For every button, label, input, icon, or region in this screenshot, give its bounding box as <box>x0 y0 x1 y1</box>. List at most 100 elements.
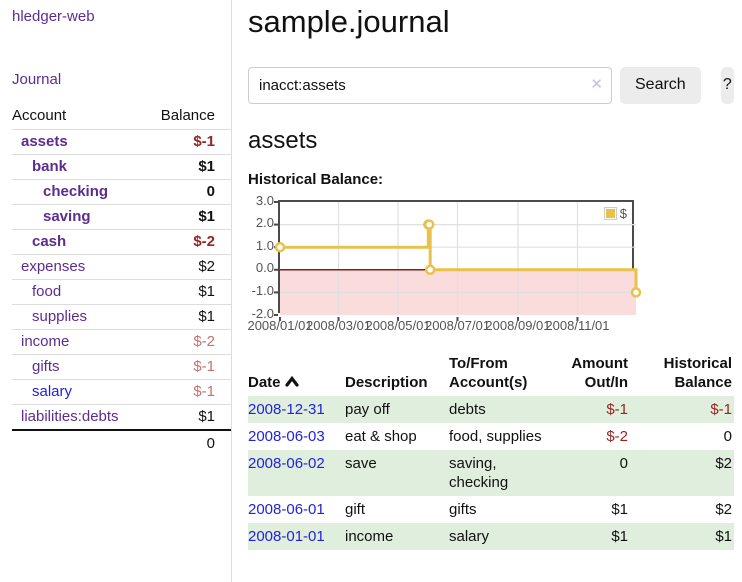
register-balance-cell: $2 <box>715 454 732 472</box>
account-balance: $2 <box>198 258 215 275</box>
account-link-bank[interactable]: bank <box>32 158 68 175</box>
account-row: cash $-2 <box>12 229 231 254</box>
account-row: expenses $2 <box>12 254 231 279</box>
account-heading: assets <box>248 126 318 154</box>
search-button[interactable]: Search <box>620 66 701 104</box>
account-link-supplies[interactable]: supplies <box>32 308 88 325</box>
y-axis-tick-label: -2.0 <box>251 305 274 321</box>
transaction-date-link[interactable]: 2008-06-01 <box>248 500 325 518</box>
brand-link[interactable]: hledger-web <box>12 8 95 25</box>
register-accounts-cell: debts <box>449 400 486 418</box>
register-header-label: To/From Account(s) <box>449 354 528 391</box>
register-balance-cell: $2 <box>715 500 732 518</box>
transaction-date-link[interactable]: 2008-06-03 <box>248 427 325 445</box>
page-title: sample.journal <box>248 4 450 39</box>
account-balance: $1 <box>198 308 215 325</box>
data-point-marker <box>630 286 642 298</box>
account-balance: $-2 <box>193 333 215 350</box>
register-table: Date Description To/From Account(s) Amount … <box>248 352 734 550</box>
data-point-marker <box>423 218 435 230</box>
account-balance: $1 <box>198 158 215 175</box>
account-balance: $-2 <box>193 233 215 250</box>
account-link-liabilities-debts[interactable]: liabilities:debts <box>21 408 119 425</box>
account-row: income $-2 <box>12 329 231 354</box>
legend-swatch-icon <box>603 206 617 220</box>
register-row: 2008-06-02 save saving, checking 0 $2 <box>248 449 734 496</box>
register-accounts-cell: salary <box>449 527 490 545</box>
register-description-cell: pay off <box>345 400 390 418</box>
register-header-4: Historical Balance <box>636 352 734 396</box>
x-axis-tick-label: 2008/03/01 <box>305 317 372 333</box>
account-row: salary $-1 <box>12 379 231 404</box>
account-link-gifts[interactable]: gifts <box>32 358 60 375</box>
register-description-cell: save <box>345 454 377 472</box>
register-header-label: Description <box>345 373 428 391</box>
x-axis-tick-label: 2008/09/01 <box>485 317 551 333</box>
data-point-marker <box>274 241 286 253</box>
register-amount-cell: $1 <box>611 527 628 545</box>
account-link-checking[interactable]: checking <box>43 183 109 200</box>
register-header-0[interactable]: Date <box>248 352 345 396</box>
register-row: 2008-06-03 eat & shop food, supplies $-2 0 <box>248 423 734 450</box>
transaction-date-link[interactable]: 2008-01-01 <box>248 527 325 545</box>
y-axis-tick-label: 0.0 <box>255 260 274 276</box>
register-header-label: Amount Out/In <box>571 354 628 391</box>
x-axis-tick-label: 2008/07/01 <box>424 317 491 333</box>
register-description-cell: gift <box>345 500 366 518</box>
account-balance: $-1 <box>193 383 215 400</box>
account-row: saving $1 <box>12 204 231 229</box>
register-date-cell: 2008-12-31 <box>248 396 345 423</box>
register-amount-cell: $1 <box>611 500 628 518</box>
account-link-salary[interactable]: salary <box>32 383 73 400</box>
account-link-food[interactable]: food <box>32 283 62 300</box>
account-row: food $1 <box>12 279 231 304</box>
register-balance-cell: $-1 <box>710 400 732 418</box>
register-amount-cell: 0 <box>619 454 628 472</box>
register-header-3: Amount Out/In <box>554 352 636 396</box>
account-balance-table: Account Balance assets $-1 bank $1 checking 0… <box>12 104 231 455</box>
account-link-cash[interactable]: cash <box>32 233 67 250</box>
account-row: liabilities:debts $1 <box>12 404 231 429</box>
account-table-header: Account Balance <box>12 104 231 129</box>
account-row: assets $-1 <box>12 129 231 154</box>
nav-journal-link[interactable]: Journal <box>12 71 62 88</box>
y-axis-tick-label: -1.0 <box>251 283 274 299</box>
total-balance: 0 <box>206 435 215 452</box>
account-link-saving[interactable]: saving <box>43 208 91 225</box>
register-description-cell: income <box>345 527 394 545</box>
y-axis-tick-label: 2.0 <box>255 215 274 231</box>
historical-balance-chart: 3.0 2.0 1.0 0.0 -1.0 -2.0 $2008/01/01 2008/03/0… <box>247 192 734 336</box>
search-input[interactable] <box>248 66 612 104</box>
x-axis-tick-label: 2008/05/01 <box>365 317 431 333</box>
total-row: 0 <box>12 429 231 455</box>
register-header-1: Description <box>345 352 449 396</box>
register-date-cell: 2008-01-01 <box>248 523 345 550</box>
register-header-label: Historical Balance <box>663 354 732 391</box>
account-column-header: Account <box>12 107 67 124</box>
register-row: 2008-01-01 income salary $1 $1 <box>248 522 734 550</box>
register-accounts-cell: food, supplies <box>449 427 542 445</box>
account-balance: $1 <box>198 208 215 225</box>
chart-title: Historical Balance: <box>248 170 384 188</box>
transaction-date-link[interactable]: 2008-12-31 <box>248 400 325 418</box>
account-link-assets[interactable]: assets <box>21 133 68 150</box>
transaction-date-link[interactable]: 2008-06-02 <box>248 454 325 472</box>
register-balance-cell: $1 <box>715 527 732 545</box>
register-header-label: Date <box>248 373 281 391</box>
x-axis-tick-label: 2008/11/01 <box>545 317 610 333</box>
legend-label: $ <box>619 205 627 221</box>
account-balance: $1 <box>198 283 215 300</box>
clear-search-icon[interactable]: ✕ <box>590 75 603 93</box>
y-axis-tick-label: 1.0 <box>255 237 274 253</box>
account-row: checking 0 <box>12 179 231 204</box>
account-balance: $-1 <box>193 133 215 150</box>
account-balance: $1 <box>198 408 215 425</box>
help-button[interactable]: ? <box>720 66 734 104</box>
register-balance-cell: 0 <box>723 427 732 445</box>
account-link-income[interactable]: income <box>21 333 70 350</box>
register-accounts-cell: gifts <box>449 500 477 518</box>
register-row: 2008-12-31 pay off debts $-1 $-1 <box>248 395 734 423</box>
account-row: supplies $1 <box>12 304 231 329</box>
account-link-expenses[interactable]: expenses <box>21 258 86 275</box>
y-axis-tick-label: 3.0 <box>255 192 274 208</box>
